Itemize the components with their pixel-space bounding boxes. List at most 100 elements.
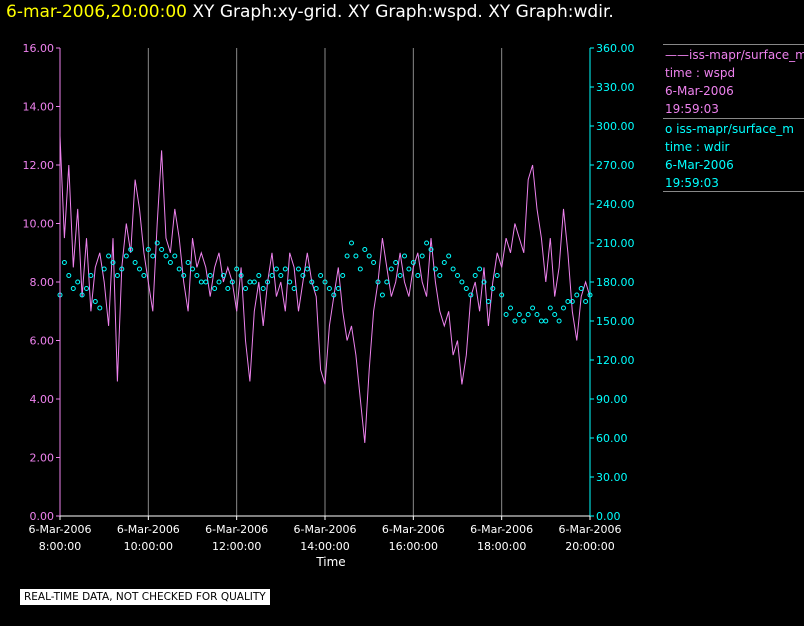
wdir-point: [269, 273, 275, 278]
wdir-point: [318, 273, 324, 278]
x-tick-date: 6-Mar-2006: [470, 523, 533, 536]
wdir-point: [362, 247, 368, 252]
x-tick-date: 6-Mar-2006: [205, 523, 268, 536]
wdir-point: [538, 318, 544, 324]
wdir-point: [481, 279, 487, 285]
wdir-point: [397, 273, 403, 278]
wdir-point: [212, 286, 218, 291]
quality-disclaimer: REAL-TIME DATA, NOT CHECKED FOR QUALITY: [20, 589, 270, 605]
wdir-point: [119, 266, 125, 272]
wdir-point: [402, 253, 407, 259]
wdir-point: [66, 273, 72, 278]
wdir-point: [304, 266, 310, 272]
x-tick-time: 8:00:00: [39, 540, 81, 553]
left-tick-label: 4.00: [30, 393, 55, 406]
wdir-point: [459, 279, 465, 285]
right-tick-label: 120.00: [596, 354, 635, 367]
left-tick-label: 8.00: [30, 276, 55, 289]
chart-header: 6-mar-2006,20:00:00 XY Graph:xy-grid. XY…: [6, 0, 614, 24]
wdir-point: [300, 273, 306, 278]
wdir-point: [216, 279, 222, 285]
wdir-point: [353, 253, 359, 259]
wdir-point: [371, 260, 377, 265]
wdir-point: [468, 292, 474, 298]
wdir-point: [432, 266, 438, 272]
wdir-point: [313, 286, 319, 291]
legend-wspd-source: ——iss-mapr/surface_m: [665, 48, 804, 62]
wdir-point: [543, 318, 549, 324]
wdir-point: [516, 312, 522, 317]
right-tick-label: 60.00: [596, 432, 628, 445]
wdir-point: [181, 273, 187, 278]
legend-wspd-date: 6-Mar-2006: [665, 84, 734, 98]
wdir-point: [578, 286, 584, 291]
legend-wspd: ——iss-mapr/surface_m time : wspd 6-Mar-2…: [665, 46, 804, 118]
x-tick-date: 6-Mar-2006: [382, 523, 445, 536]
wdir-point: [508, 305, 513, 311]
wdir-point: [172, 253, 178, 259]
x-tick-date: 6-Mar-2006: [559, 523, 622, 536]
wdir-point: [428, 247, 434, 252]
wdir-point: [583, 299, 589, 304]
wdir-point: [331, 292, 337, 298]
wdir-point: [503, 312, 509, 317]
wdir-point: [123, 253, 129, 259]
wdir-point: [446, 253, 452, 259]
wdir-point: [384, 279, 390, 285]
header-titles: XY Graph:xy-grid. XY Graph:wspd. XY Grap…: [192, 2, 614, 22]
wdir-point: [79, 292, 85, 298]
legend-wdir-date: 6-Mar-2006: [665, 158, 734, 172]
wdir-point: [229, 279, 235, 285]
wdir-point: [101, 266, 107, 272]
wdir-point: [70, 286, 76, 291]
right-tick-label: 30.00: [596, 471, 628, 484]
x-tick-time: 14:00:00: [300, 540, 349, 553]
x-tick-time: 18:00:00: [477, 540, 526, 553]
wdir-point: [265, 279, 271, 285]
right-tick-label: 330.00: [596, 81, 635, 94]
wdir-point: [472, 273, 478, 278]
legend-wdir-source: o iss-mapr/surface_m: [665, 122, 794, 136]
right-tick-label: 300.00: [596, 120, 635, 133]
wdir-point: [185, 260, 191, 265]
wdir-point: [322, 279, 328, 285]
left-axis-ticks: 0.00 2.00 4.00 6.00 8.00 10.00 12.00 14.00 16.00: [23, 42, 60, 523]
wdir-point: [556, 318, 562, 324]
x-tick-time: 20:00:00: [565, 540, 614, 553]
wspd-line: [59, 135, 591, 443]
wdir-point: [282, 266, 288, 272]
wdir-point: [273, 266, 279, 272]
wdir-point: [340, 273, 346, 278]
right-tick-label: 210.00: [596, 237, 635, 250]
wdir-point: [534, 312, 540, 317]
wdir-point: [424, 240, 430, 246]
wspd-series: [59, 135, 591, 443]
wdir-point: [565, 299, 571, 304]
wdir-point: [309, 279, 315, 285]
left-tick-label: 16.00: [23, 42, 55, 55]
wdir-point: [132, 260, 138, 265]
wdir-point: [410, 260, 416, 265]
wdir-point: [494, 273, 500, 278]
wdir-point: [490, 286, 496, 291]
wdir-point: [393, 260, 399, 265]
wdir-point: [450, 266, 456, 272]
wdir-point: [574, 292, 580, 298]
wdir-point: [388, 266, 394, 272]
wdir-point: [419, 253, 425, 259]
right-axis-ticks: 0.00 30.00 60.00 90.00 120.00 150.00 180.00 210…: [590, 42, 635, 523]
wdir-point: [194, 273, 200, 278]
right-tick-label: 180.00: [596, 276, 635, 289]
wdir-point: [251, 279, 257, 285]
x-tick-date: 6-Mar-2006: [117, 523, 180, 536]
wdir-point: [415, 273, 421, 278]
wdir-point: [150, 253, 156, 259]
legend-separator-mid: [663, 118, 804, 119]
wdir-point: [176, 266, 182, 272]
legend-wspd-name: time : wspd: [665, 66, 736, 80]
right-tick-label: 150.00: [596, 315, 635, 328]
wdir-point: [291, 286, 297, 291]
legend-separator-bottom: [663, 191, 804, 192]
wdir-point: [198, 279, 204, 285]
wdir-point: [437, 273, 443, 278]
